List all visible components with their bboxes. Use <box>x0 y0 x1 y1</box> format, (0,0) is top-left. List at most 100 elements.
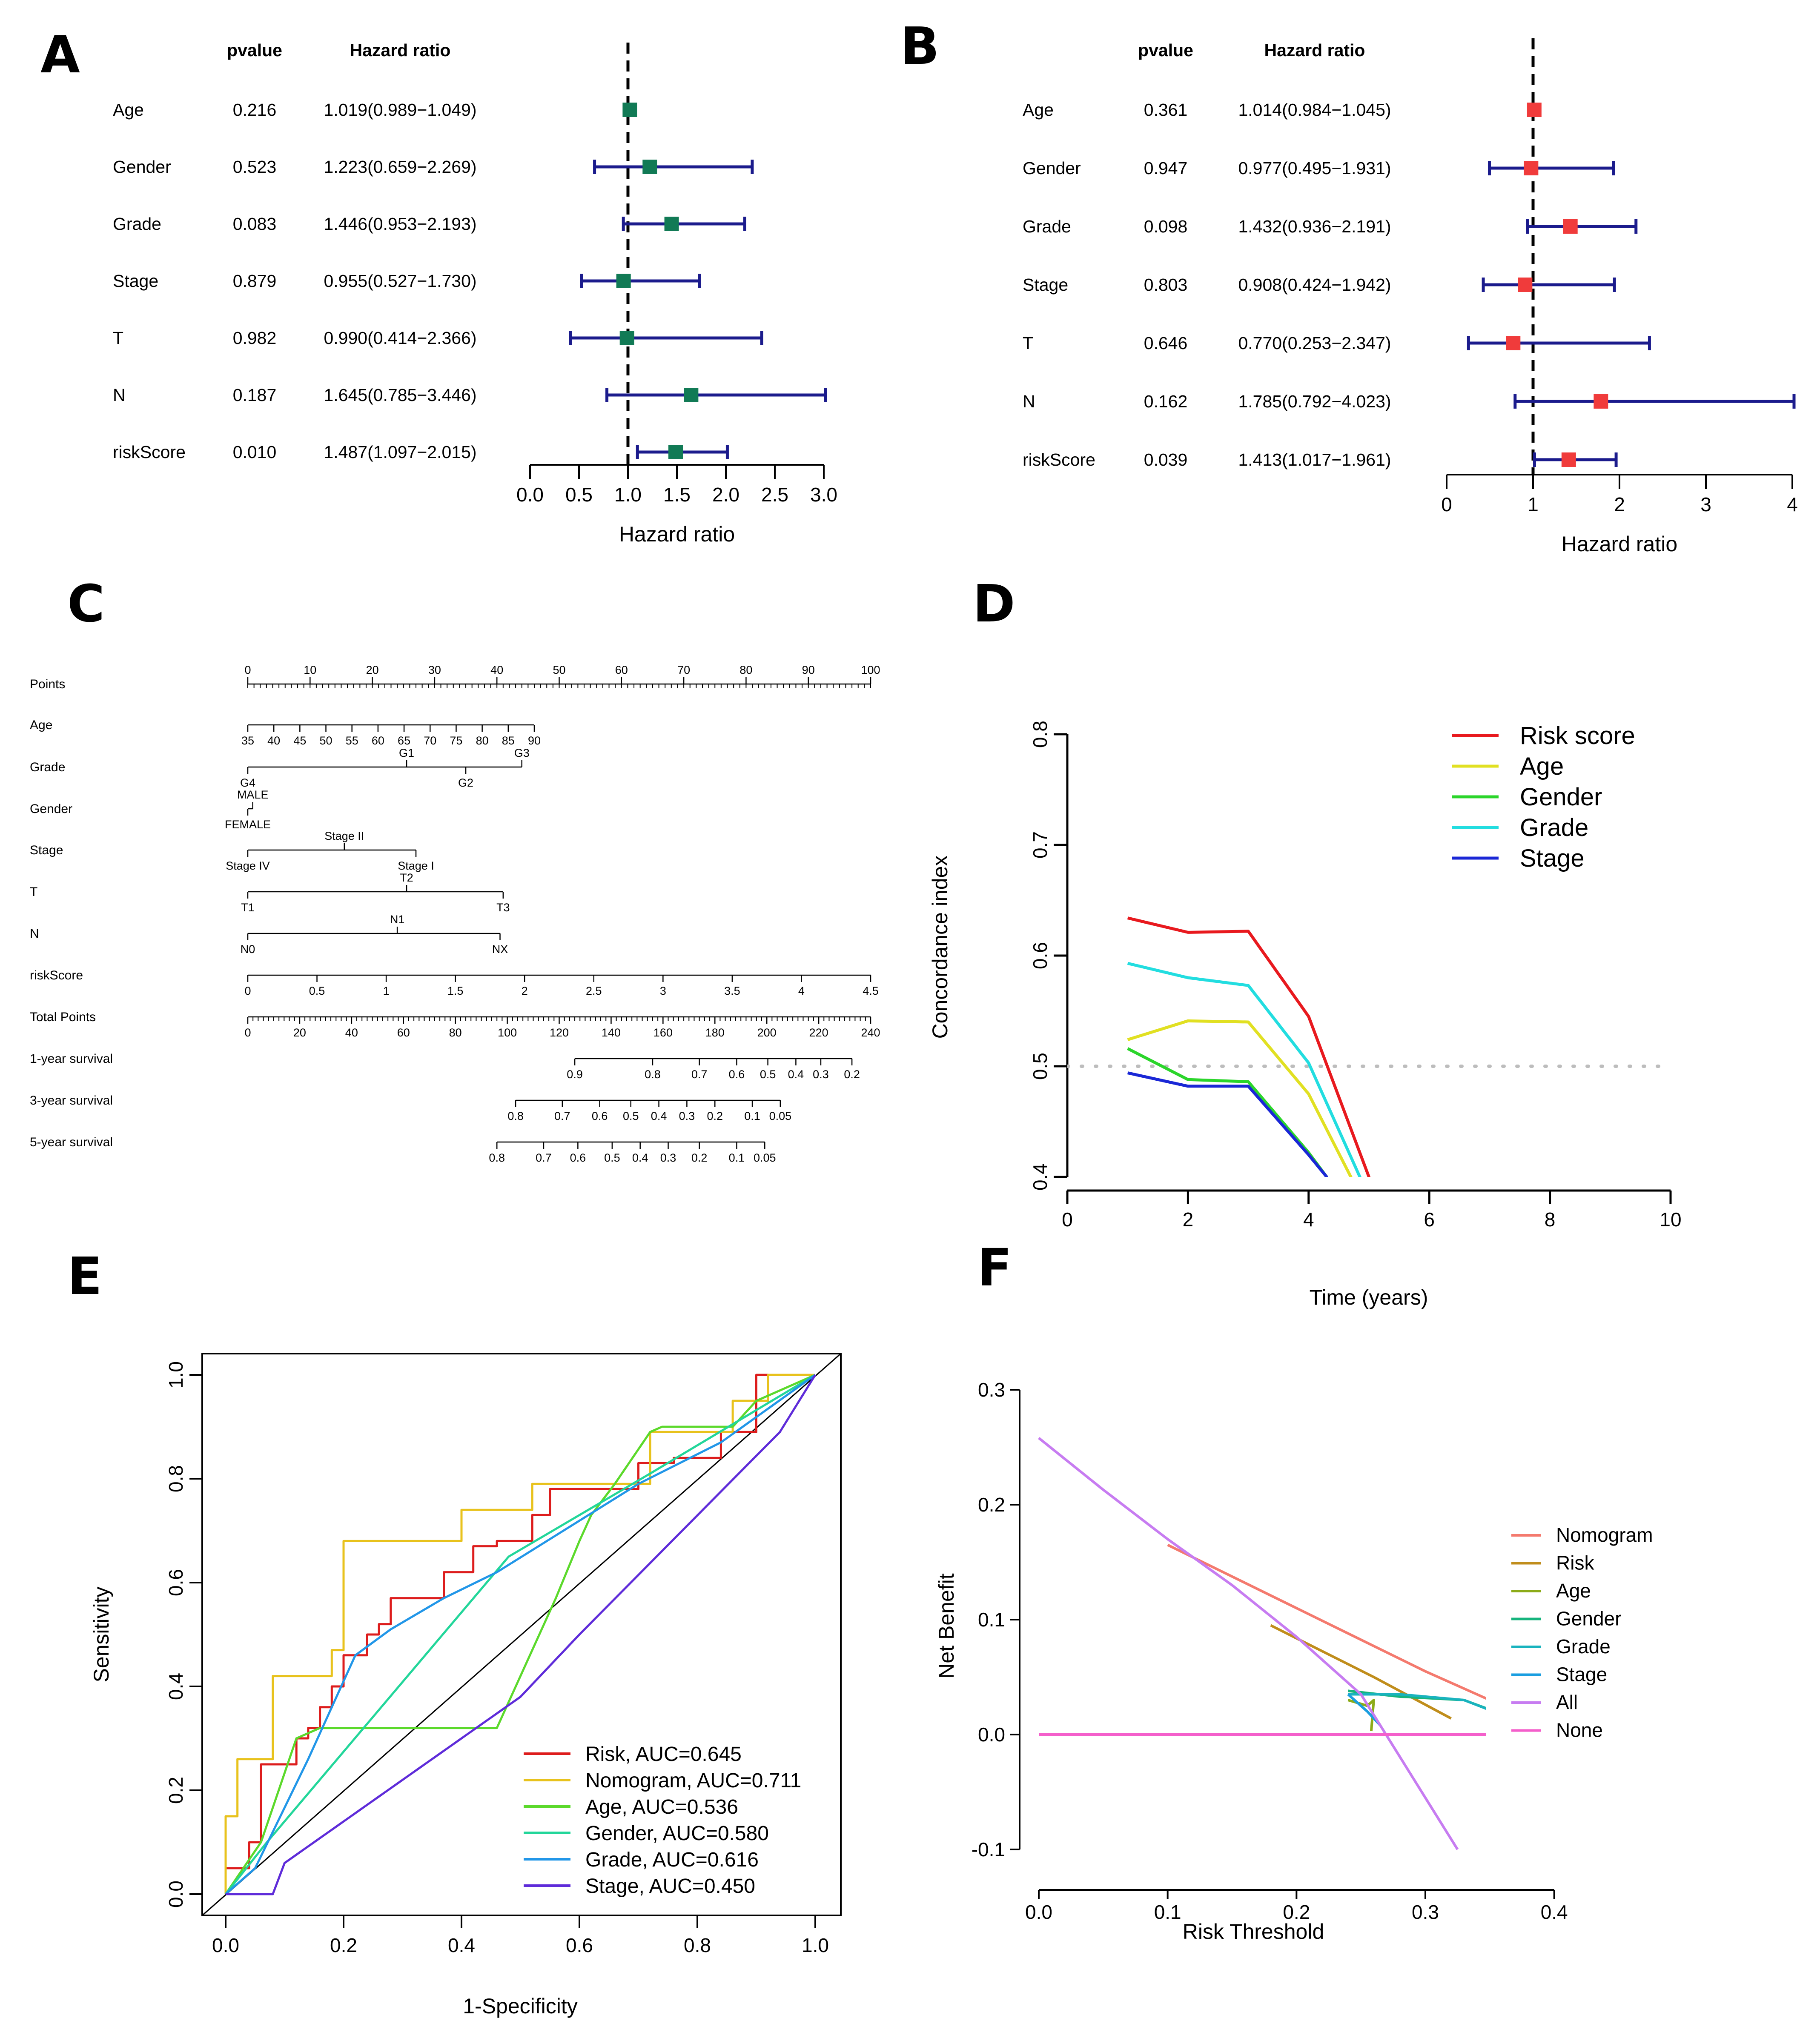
tick-label: 2 <box>522 985 528 997</box>
category-label: NX <box>492 943 508 956</box>
survival-label: 0.7 <box>536 1151 552 1164</box>
survival-label: 0.6 <box>592 1110 608 1122</box>
row-pvalue: 0.039 <box>1144 450 1188 469</box>
legend-label: Gender <box>1520 783 1602 811</box>
tick-label: 140 <box>602 1026 621 1039</box>
panel-label-e: E <box>67 1247 102 1306</box>
x-tick-label: 3 <box>1700 493 1711 515</box>
x-tick-label: 0 <box>1441 493 1452 515</box>
category-label: G4 <box>240 776 255 789</box>
category-label: T3 <box>496 901 510 914</box>
survival-label: 0.6 <box>729 1068 745 1081</box>
x-tick-label: 8 <box>1545 1208 1556 1231</box>
tick-label: 85 <box>502 734 515 747</box>
nomogram-row-label: Stage <box>30 843 63 857</box>
hr-square <box>664 217 679 231</box>
hr-square <box>1518 278 1533 292</box>
tick-label: 90 <box>528 734 541 747</box>
tick-label: 90 <box>802 664 815 676</box>
survival-label: 0.5 <box>760 1068 776 1081</box>
series-group <box>1067 916 1671 1177</box>
tick-label: 40 <box>345 1026 358 1039</box>
x-tick-label: 0.5 <box>565 484 593 506</box>
row-label: T <box>1023 333 1033 353</box>
hr-square <box>642 160 657 174</box>
category-label: T1 <box>241 901 255 914</box>
row-label: Stage <box>113 271 158 291</box>
legend-label: Risk <box>1556 1552 1594 1574</box>
hr-square <box>1506 336 1521 350</box>
y-tick-label: 0.4 <box>165 1673 187 1700</box>
tick-label: 4.5 <box>863 985 879 997</box>
nomogram-row-label: riskScore <box>30 968 83 982</box>
tick-label: 0 <box>244 1026 251 1039</box>
row-pvalue: 0.982 <box>233 328 277 348</box>
hazard-ratio-header: Hazard ratio <box>350 40 451 60</box>
tick-label: 20 <box>366 664 379 676</box>
legend-label: Gender, AUC=0.580 <box>585 1822 769 1845</box>
series-group <box>1038 1437 1486 1850</box>
y-axis-title: Sensitivity <box>89 1586 113 1682</box>
row-pvalue: 0.098 <box>1144 217 1188 236</box>
tick-label: 75 <box>450 734 462 747</box>
nomogram-row-label: 5-year survival <box>30 1135 113 1149</box>
series-line-grade-auc-0-616 <box>225 1374 816 1895</box>
nomogram-row-label: Grade <box>30 760 65 774</box>
series-line-gender <box>1127 1047 1328 1177</box>
tick-label: 80 <box>449 1026 462 1039</box>
survival-label: 0.8 <box>507 1110 524 1122</box>
y-tick-label: 0.2 <box>978 1494 1005 1516</box>
row-pvalue: 0.361 <box>1144 100 1188 120</box>
tick-label: 3.5 <box>724 985 740 997</box>
tick-label: 70 <box>424 734 436 747</box>
nomogram-row-label: Gender <box>30 802 72 816</box>
x-axis-title: 1-Specificity <box>463 1994 578 2018</box>
row-hazard-text: 0.770(0.253−2.347) <box>1238 333 1391 353</box>
hr-square <box>616 274 631 288</box>
series-line-nomogram-auc-0-711 <box>224 1374 815 1894</box>
tick-label: 50 <box>320 734 332 747</box>
tick-label: 60 <box>397 1026 410 1039</box>
tick-label: 2.5 <box>586 985 602 997</box>
tick-label: 70 <box>677 664 690 676</box>
tick-label: 50 <box>553 664 565 676</box>
row-label: Age <box>1023 100 1054 120</box>
x-tick-label: 0.2 <box>1283 1901 1310 1923</box>
x-tick-label: 4 <box>1303 1208 1314 1231</box>
row-pvalue: 0.162 <box>1144 392 1188 411</box>
legend-label: Risk score <box>1520 722 1635 750</box>
survival-label: 0.3 <box>679 1110 695 1122</box>
category-label: Stage II <box>324 830 364 842</box>
tick-label: 160 <box>653 1026 673 1039</box>
x-tick-label: 2.0 <box>712 484 739 506</box>
legend-label: None <box>1556 1719 1603 1741</box>
survival-label: 0.2 <box>707 1110 723 1122</box>
hr-square <box>1561 452 1576 467</box>
x-tick-label: 0.4 <box>448 1934 475 1956</box>
category-label: G2 <box>458 776 473 789</box>
hr-square <box>684 388 699 402</box>
tick-label: 0 <box>244 985 251 997</box>
survival-label: 0.5 <box>623 1110 639 1122</box>
series-line-grade <box>1127 962 1361 1177</box>
row-pvalue: 0.947 <box>1144 158 1188 178</box>
diagonal-reference <box>202 1354 841 1915</box>
x-tick-label: 0.1 <box>1154 1901 1181 1923</box>
x-tick-label: 0.0 <box>516 484 544 506</box>
x-tick-label: 3.0 <box>810 484 837 506</box>
roc-plot-e: 0.0 0.2 0.4 0.6 0.8 1.0 0.0 0.2 0.4 0.6 0.8 1.0 1-Sp… <box>89 1353 842 2018</box>
y-tick-label: 0.0 <box>165 1881 187 1908</box>
nomogram-row-label: T <box>30 885 37 899</box>
category-label: N1 <box>390 913 405 926</box>
x-tick-label: 1 <box>1528 493 1539 515</box>
tick-label: 220 <box>809 1026 828 1039</box>
tick-label: 55 <box>346 734 358 747</box>
series-line-nomogram <box>1167 1543 1486 1700</box>
tick-label: 20 <box>293 1026 306 1039</box>
forest-plot-a: pvalue Hazard ratio Age 0.216 1.019(0.989−1.… <box>113 40 837 546</box>
panel-label-b: B <box>900 17 939 76</box>
survival-label: 0.4 <box>632 1151 648 1164</box>
dca-plot-f: 0.0 0.1 0.2 0.3 0.4 -0.1 0.0 0.1 0.2 0.3 Risk Thre… <box>934 1379 1653 1944</box>
row-label: Grade <box>1023 217 1071 236</box>
